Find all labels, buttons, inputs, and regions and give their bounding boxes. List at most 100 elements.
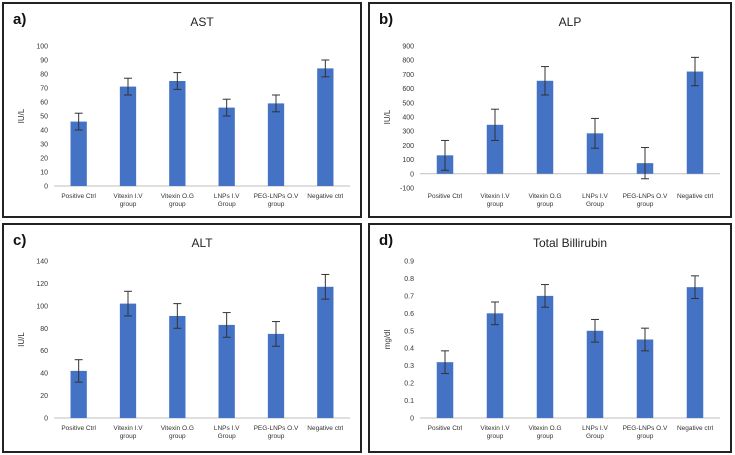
- bar: [486, 313, 504, 418]
- y-axis-label: IU/L: [17, 332, 26, 347]
- chart-title: Total Billirubin: [533, 236, 607, 250]
- y-tick-label: 20: [40, 393, 48, 400]
- y-tick-label: 0.3: [404, 363, 414, 370]
- x-tick-label: Vitexin O.G: [161, 425, 194, 432]
- y-axis-label: mg/dl: [383, 329, 392, 349]
- bar: [436, 362, 454, 418]
- panel-letter: a): [13, 11, 26, 28]
- y-axis-label: IU/L: [17, 108, 26, 123]
- x-tick-label: group: [120, 433, 137, 440]
- y-tick-label: 100: [36, 303, 48, 310]
- x-tick-label: Negative ctrl: [307, 425, 344, 432]
- x-tick-label: Group: [218, 201, 236, 208]
- y-tick-label: 900: [402, 44, 414, 51]
- bar: [267, 103, 285, 186]
- bar: [586, 133, 604, 174]
- bar: [317, 68, 334, 186]
- bar: [686, 71, 704, 174]
- x-tick-label: Vitexin I.V: [480, 425, 510, 432]
- x-tick-label: Positive Ctrl: [61, 425, 96, 432]
- x-tick-label: PEG-LNPs O.V: [623, 425, 668, 432]
- y-tick-label: 0.9: [404, 259, 414, 266]
- x-tick-label: group: [537, 201, 554, 208]
- x-tick-label: Group: [218, 433, 236, 440]
- y-tick-label: 60: [40, 348, 48, 355]
- y-tick-label: 10: [40, 170, 48, 177]
- y-tick-label: 0.2: [404, 381, 414, 388]
- y-tick-label: 200: [402, 143, 414, 150]
- chart-total-bilirubin: d) Total Billirubin 0 0.1 0.2 0.3 0.4 0.5 0.6 0.7…: [379, 232, 720, 440]
- y-tick-label: 0.6: [404, 311, 414, 318]
- x-tick-label: Vitexin O.G: [161, 193, 194, 200]
- chart-panel-alt: c) ALT 0 20 40 60 80 100 120 140 IU/L Positive Ctrl…: [2, 223, 362, 453]
- x-tick-label: group: [487, 201, 504, 208]
- y-tick-label: 100: [402, 157, 414, 164]
- chart-alt: c) ALT 0 20 40 60 80 100 120 140 IU/L Positive Ctrl…: [13, 232, 350, 440]
- bar: [486, 124, 504, 174]
- x-tick-label: LNPs I.V: [214, 193, 240, 200]
- y-tick-label: 120: [36, 281, 48, 288]
- chart-ast: a) AST 0 10 20 30 40 50 60 70 80 90 100 IU/L Positive …: [13, 11, 350, 208]
- y-tick-label: 700: [402, 72, 414, 79]
- x-tick-label: Vitexin O.G: [528, 193, 561, 200]
- chart-panel-total-bilirubin: d) Total Billirubin 0 0.1 0.2 0.3 0.4 0.5 0.6 0.7…: [368, 223, 732, 453]
- chart-title: AST: [190, 15, 214, 29]
- y-tick-label: 80: [40, 72, 48, 79]
- x-tick-label: Group: [586, 201, 604, 208]
- y-tick-label: 40: [40, 128, 48, 135]
- x-tick-label: Group: [586, 433, 604, 440]
- bar: [536, 80, 554, 174]
- y-tick-label: 90: [40, 58, 48, 65]
- x-tick-label: Positive Ctrl: [428, 425, 463, 432]
- bar: [536, 295, 554, 418]
- x-tick-label: Negative ctrl: [677, 425, 714, 432]
- panel-letter: d): [379, 232, 393, 249]
- y-tick-label: 40: [40, 371, 48, 378]
- x-tick-label: Positive Ctrl: [428, 193, 463, 200]
- bar: [267, 333, 285, 418]
- x-tick-label: Negative ctrl: [307, 193, 344, 200]
- x-tick-label: group: [268, 201, 285, 208]
- y-tick-label: 0.5: [404, 328, 414, 335]
- x-tick-label: Vitexin I.V: [113, 425, 143, 432]
- y-axis-label: IU/L: [383, 109, 392, 124]
- x-tick-label: PEG-LNPs O.V: [254, 425, 299, 432]
- bar: [218, 107, 235, 186]
- y-tick-label: 100: [36, 44, 48, 51]
- bar: [636, 339, 654, 418]
- panel-letter: b): [379, 11, 393, 28]
- y-tick-label: 400: [402, 115, 414, 122]
- chart-alp: b) ALP -100 0 100 200 300 400 500 600 700 800 900 IU/…: [379, 11, 720, 208]
- x-tick-label: group: [120, 201, 137, 208]
- bar: [169, 81, 186, 186]
- x-tick-label: group: [169, 433, 186, 440]
- y-tick-label: 0: [44, 184, 48, 191]
- y-tick-label: 60: [40, 100, 48, 107]
- y-tick-label: 20: [40, 156, 48, 163]
- panel-letter: c): [13, 232, 26, 249]
- bar: [317, 286, 334, 418]
- y-tick-label: 0: [44, 416, 48, 423]
- bar: [586, 330, 604, 418]
- y-tick-label: 0.4: [404, 346, 414, 353]
- x-tick-label: group: [637, 201, 654, 208]
- y-tick-label: 80: [40, 326, 48, 333]
- x-tick-label: LNPs I.V: [214, 425, 240, 432]
- y-tick-label: -100: [400, 186, 414, 193]
- x-tick-label: PEG-LNPs O.V: [254, 193, 299, 200]
- x-tick-label: group: [637, 433, 654, 440]
- x-tick-label: group: [487, 433, 504, 440]
- chart-panel-ast: a) AST 0 10 20 30 40 50 60 70 80 90 100 IU/L Positive …: [2, 2, 362, 218]
- y-tick-label: 500: [402, 100, 414, 107]
- y-tick-label: 30: [40, 142, 48, 149]
- y-tick-label: 0: [410, 416, 414, 423]
- x-tick-label: Negative ctrl: [677, 193, 714, 200]
- x-tick-label: group: [169, 201, 186, 208]
- y-tick-label: 70: [40, 86, 48, 93]
- y-tick-label: 0.7: [404, 293, 414, 300]
- x-tick-label: group: [268, 433, 285, 440]
- bar: [70, 370, 87, 418]
- chart-panel-alp: b) ALP -100 0 100 200 300 400 500 600 700 800 900 IU/…: [368, 2, 732, 218]
- bar: [169, 315, 186, 418]
- x-tick-label: LNPs I.V: [582, 425, 608, 432]
